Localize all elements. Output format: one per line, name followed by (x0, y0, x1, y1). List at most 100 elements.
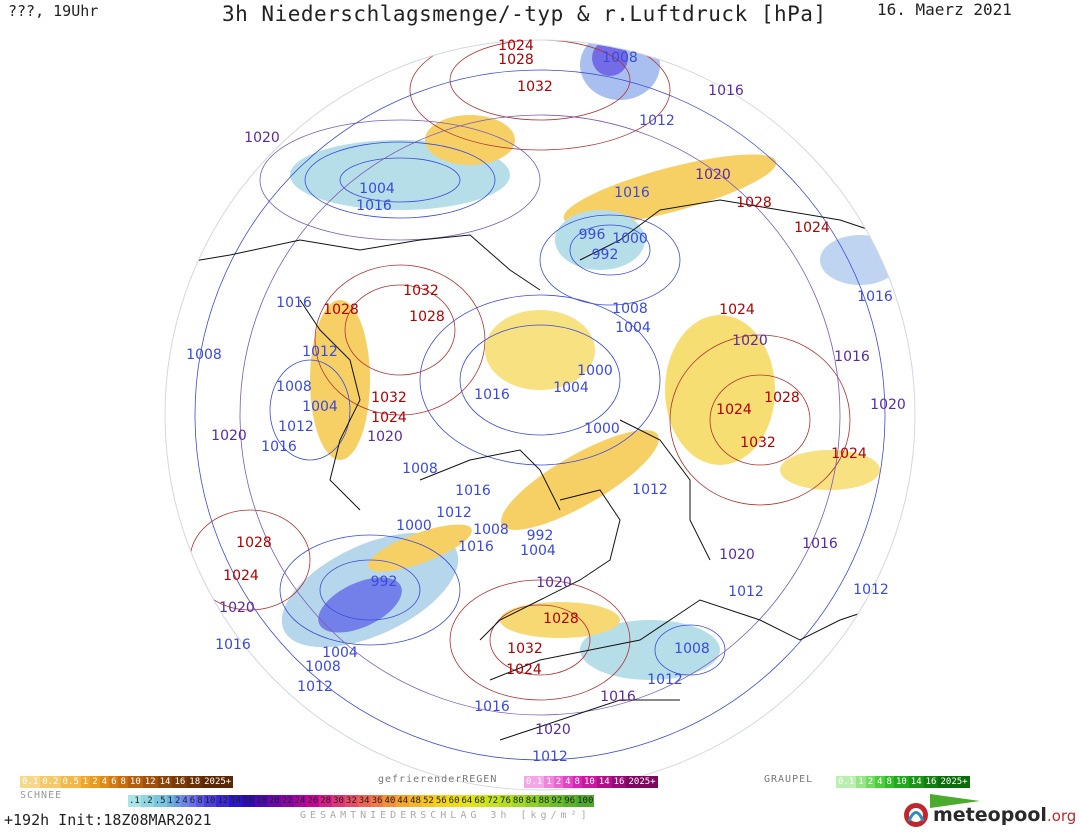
isobar-label: 1020 (695, 167, 731, 183)
colorbar-step: 4 (563, 776, 573, 788)
forecast-init: +192h Init:18Z08MAR2021 (4, 811, 212, 829)
isobar-label: 1024 (506, 662, 542, 678)
isobar-label: 1004 (520, 543, 556, 559)
colorbar-step: 12 (142, 776, 158, 788)
freezing-rain-colorbar: 0.1 1 2 4 8 10 14 16 2025+ (524, 776, 658, 788)
colorbar-step: 4 (875, 776, 885, 788)
isobar-label: 1016 (857, 289, 893, 305)
colorbar-step: 0.1 (20, 776, 41, 788)
colorbar-step: 2 (90, 776, 100, 788)
isobar-label: 1012 (632, 482, 668, 498)
colorbar-step: 14 (157, 776, 173, 788)
colorbar-step: 10 (893, 776, 909, 788)
colorbar-step: 12 (216, 795, 230, 807)
isobar-label: 1000 (396, 518, 432, 534)
isobar-label: 1024 (831, 446, 867, 462)
isobar-label: 1008 (186, 347, 222, 363)
isobar-label: 1020 (719, 547, 755, 563)
colorbar-step: 2 (173, 795, 182, 807)
colorbar-step: 40 (383, 795, 397, 807)
colorbar-step: 8 (196, 795, 204, 807)
isobar-label: 1016 (802, 536, 838, 552)
logo-text: meteopool.org (933, 804, 1077, 826)
isobar-label: 1004 (302, 399, 338, 415)
isobar-label: 1016 (834, 349, 870, 365)
colorbar-step: 0.2 (40, 776, 61, 788)
colorbar-step: 1 (544, 776, 554, 788)
colorbar-step: 80 (511, 795, 525, 807)
isobar-label: 1000 (612, 231, 648, 247)
isobar-label: 1028 (236, 535, 272, 551)
isobar-label: 1032 (403, 283, 439, 299)
isobar-label: 1012 (647, 672, 683, 688)
colorbar-step: 0.1 (524, 776, 545, 788)
isobar-label: 992 (592, 247, 619, 263)
colorbar-step: 60 (447, 795, 461, 807)
colorbar-step: 8 (884, 776, 894, 788)
isobar-label: 1008 (276, 379, 312, 395)
colorbar-step: 76 (499, 795, 512, 807)
isobar-label: 1028 (543, 611, 579, 627)
isobar-label: 1012 (728, 584, 764, 600)
isobar-label: 1016 (215, 637, 251, 653)
colorbar-step: 68 (473, 795, 487, 807)
colorbar-step: 0.5 (60, 776, 81, 788)
isobar-label: 996 (579, 227, 606, 243)
colorbar-step: 100 (576, 795, 595, 807)
colorbar-step: 28 (319, 795, 333, 807)
colorbar-step: 10 (203, 795, 217, 807)
colorbar-step: 8 (118, 776, 128, 788)
isobar-label: 1008 (305, 659, 341, 675)
isobar-label: 1016 (276, 295, 312, 311)
colorbar-arrow-icon (930, 794, 980, 808)
isobar-label: 1032 (507, 641, 543, 657)
isobar-label: 1028 (764, 390, 800, 406)
colorbar-step: 2025+ (938, 776, 970, 788)
isobar-label: 1008 (473, 522, 509, 538)
colorbar-step: 72 (486, 795, 500, 807)
isobar-label: 1028 (498, 52, 534, 68)
isobar-label: 1004 (359, 181, 395, 197)
colorbar-step: 16 (611, 776, 627, 788)
colorbar-step: .1 (128, 795, 141, 807)
colorbar-step: 96 (563, 795, 577, 807)
run-label: ???, 19Uhr (8, 2, 99, 20)
snow-label: SCHNEE (20, 790, 63, 801)
map-disc (165, 40, 915, 790)
isobar-labels: 1024102810321008101610121020100410161016… (186, 38, 906, 765)
isobar-label: 1024 (223, 568, 259, 584)
colorbar-step: 48 (409, 795, 422, 807)
isobar-label: 1012 (532, 749, 568, 765)
isobar-label: 1016 (600, 689, 636, 705)
isobar-label: 992 (527, 528, 554, 544)
isobar-label: 1016 (474, 699, 510, 715)
colorbar-step: 18 (255, 795, 268, 807)
isobar-label: 1028 (323, 302, 359, 318)
colorbar-step: 0.1 (836, 776, 857, 788)
colorbar-step: 64 (460, 795, 474, 807)
colorbar-step: 2025+ (202, 776, 234, 788)
colorbar-step: 1 (80, 776, 91, 788)
colorbar-step: 1 (856, 776, 866, 788)
colorbar-step: 16 (923, 776, 939, 788)
colorbar-step: 18 (187, 776, 203, 788)
isobar-label: 1024 (719, 302, 755, 318)
isobar-label: 1004 (322, 645, 358, 661)
graupel-label: GRAUPEL (764, 774, 814, 785)
isobar-label: 1024 (371, 410, 407, 426)
isobar-label: 1012 (297, 679, 333, 695)
colorbar-step: 14 (908, 776, 924, 788)
total-precip-colorbar: .1.2.5 1 2 4 6 8 10 12 14 16 18 20 22 24 26 28 30 32 34 36 4… (128, 795, 595, 807)
colorbar-step: 16 (242, 795, 256, 807)
isobar-label: 1012 (436, 505, 472, 521)
isobar-label: 1008 (612, 301, 648, 317)
colorbar-step: 2 (865, 776, 876, 788)
colorbar-step: 10 (127, 776, 143, 788)
colorbar-step: 8 (572, 776, 582, 788)
colorbar-step: 4 (181, 795, 189, 807)
isobar-label: 1020 (219, 600, 255, 616)
isobar-label: 1020 (535, 722, 571, 738)
freezing-rain-label: gefrierenderREGEN (378, 774, 498, 785)
isobar-label: 1004 (553, 380, 589, 396)
isobar-label: 1028 (409, 309, 445, 325)
